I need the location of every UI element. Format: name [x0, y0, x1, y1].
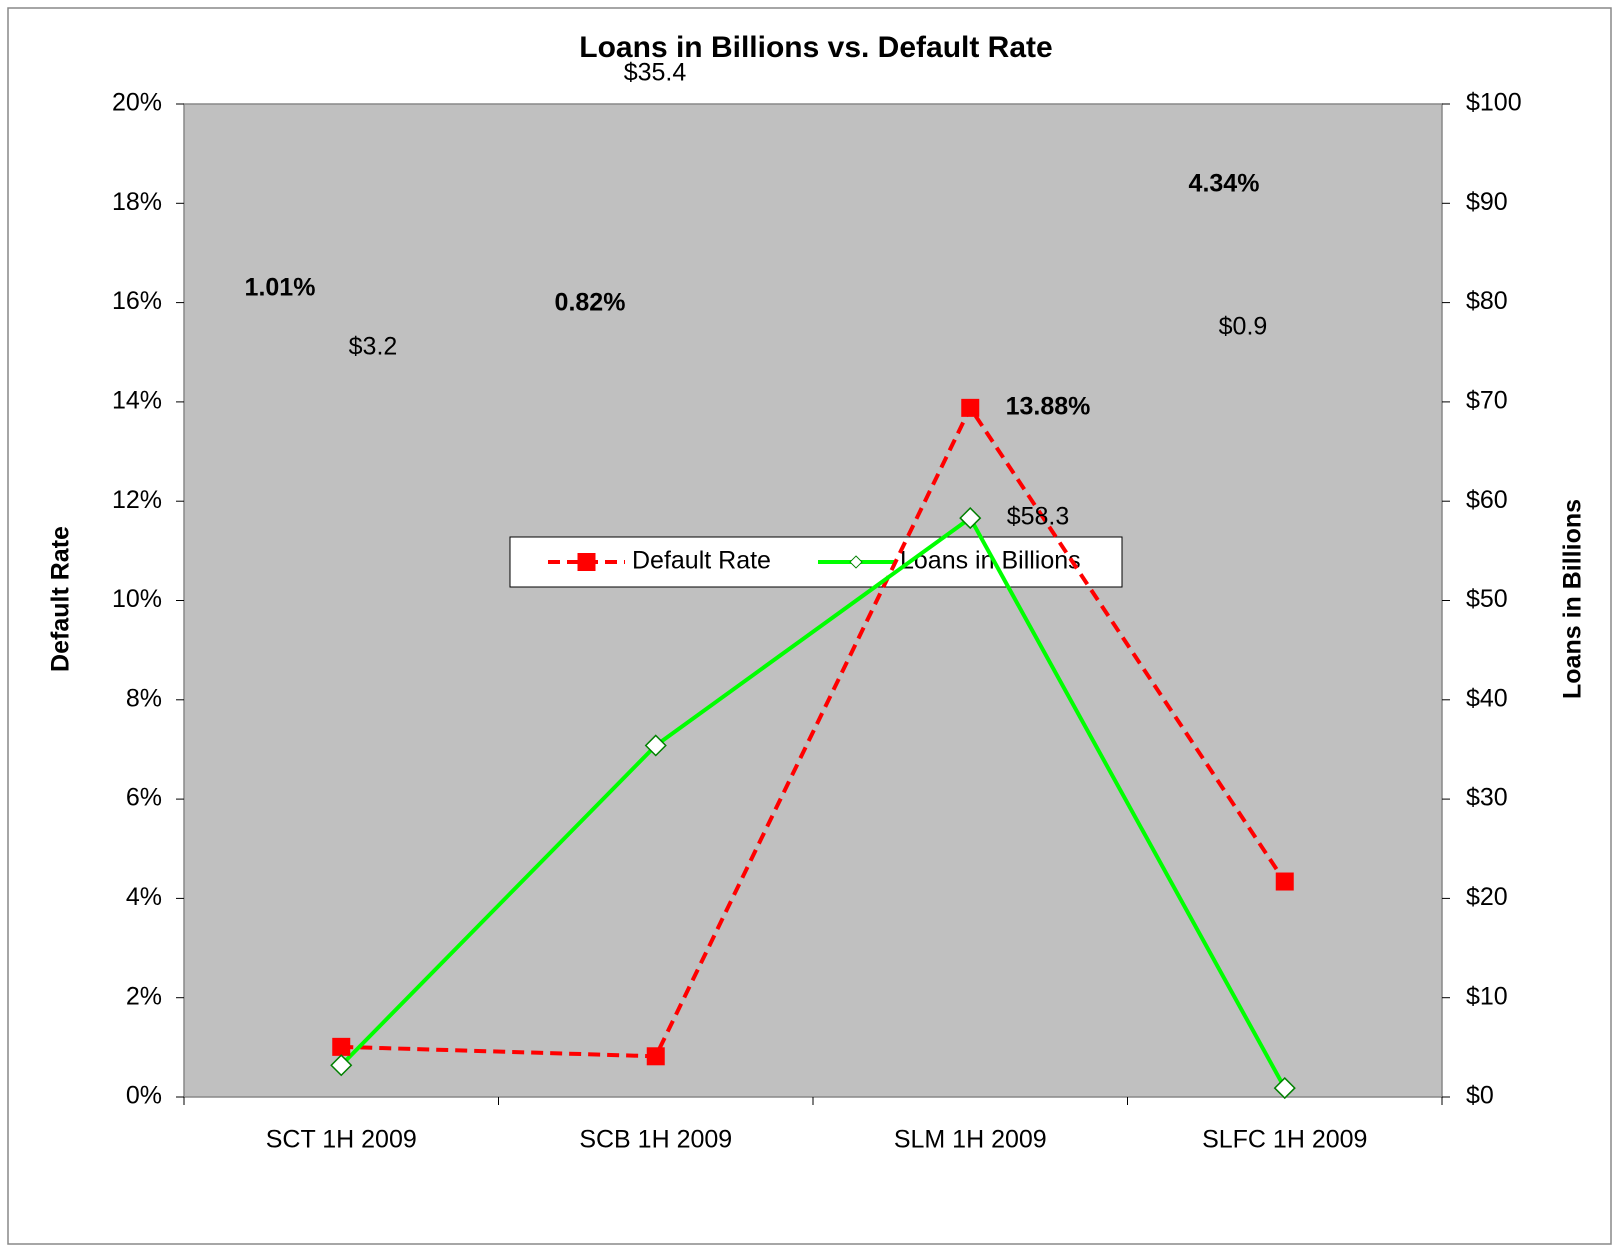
- x-tick-label: SCB 1H 2009: [579, 1126, 732, 1154]
- marker: [644, 734, 667, 757]
- legend: Default Rate Loans in Billions: [509, 536, 1123, 588]
- data-label: $58.3: [1007, 503, 1070, 531]
- data-label: 0.82%: [555, 289, 626, 317]
- marker: [577, 553, 596, 571]
- y2-tick-label: $60: [1466, 486, 1508, 514]
- y-tick-label: 0%: [126, 1082, 162, 1110]
- data-label: $3.2: [349, 333, 398, 361]
- y2-tick-label: $70: [1466, 387, 1508, 415]
- x-tick-label: SCT 1H 2009: [266, 1126, 417, 1154]
- y-tick-label: 12%: [112, 486, 162, 514]
- y2-tick-label: $50: [1466, 585, 1508, 613]
- y-tick-label: 18%: [112, 188, 162, 216]
- data-label: 1.01%: [245, 274, 316, 302]
- marker: [849, 555, 863, 569]
- y2-tick-label: $80: [1466, 287, 1508, 315]
- y-tick-label: 14%: [112, 387, 162, 415]
- y2-tick-label: $40: [1466, 684, 1508, 712]
- marker: [1275, 872, 1294, 891]
- marker: [959, 507, 982, 530]
- x-tick-label: SLM 1H 2009: [894, 1126, 1047, 1154]
- y-axis-label: Default Rate: [47, 526, 75, 672]
- y2-axis-label: Loans in Billions: [1559, 499, 1587, 699]
- data-label: 4.34%: [1189, 170, 1260, 198]
- series-line: [339, 515, 1287, 1090]
- y-tick-label: 8%: [126, 684, 162, 712]
- plot-area: [183, 103, 1443, 1098]
- y2-tick-label: $10: [1466, 982, 1508, 1010]
- y2-tick-label: $90: [1466, 188, 1508, 216]
- marker: [332, 1037, 351, 1056]
- data-label: $0.9: [1219, 313, 1268, 341]
- marker: [1273, 1076, 1296, 1100]
- y-tick-label: 16%: [112, 287, 162, 315]
- y2-tick-label: $30: [1466, 784, 1508, 812]
- marker: [646, 1047, 665, 1066]
- data-label: 13.88%: [1006, 393, 1091, 421]
- y2-tick-label: $20: [1466, 883, 1508, 911]
- y-tick-label: 2%: [126, 982, 162, 1010]
- y-tick-label: 4%: [126, 883, 162, 911]
- x-tick-label: SLFC 1H 2009: [1202, 1126, 1367, 1154]
- y2-tick-label: $100: [1466, 89, 1522, 117]
- y-tick-label: 10%: [112, 585, 162, 613]
- chart-title: Loans in Billions vs. Default Rate: [579, 31, 1052, 64]
- y2-tick-label: $0: [1466, 1082, 1494, 1110]
- marker: [961, 398, 980, 417]
- y-tick-label: 20%: [112, 89, 162, 117]
- series-line: [341, 403, 1287, 1059]
- y-tick-label: 6%: [126, 784, 162, 812]
- legend-label: Default Rate: [632, 547, 771, 575]
- data-label: $35.4: [624, 59, 687, 87]
- marker: [330, 1054, 353, 1077]
